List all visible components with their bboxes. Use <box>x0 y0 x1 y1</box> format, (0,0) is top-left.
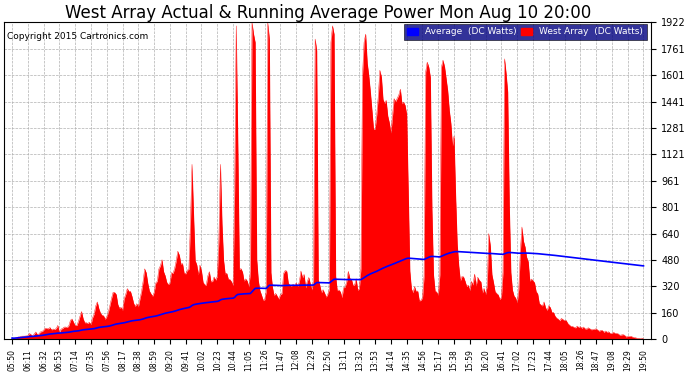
Text: Copyright 2015 Cartronics.com: Copyright 2015 Cartronics.com <box>7 32 148 41</box>
Legend: Average  (DC Watts), West Array  (DC Watts): Average (DC Watts), West Array (DC Watts… <box>404 24 647 40</box>
Title: West Array Actual & Running Average Power Mon Aug 10 20:00: West Array Actual & Running Average Powe… <box>65 4 591 22</box>
